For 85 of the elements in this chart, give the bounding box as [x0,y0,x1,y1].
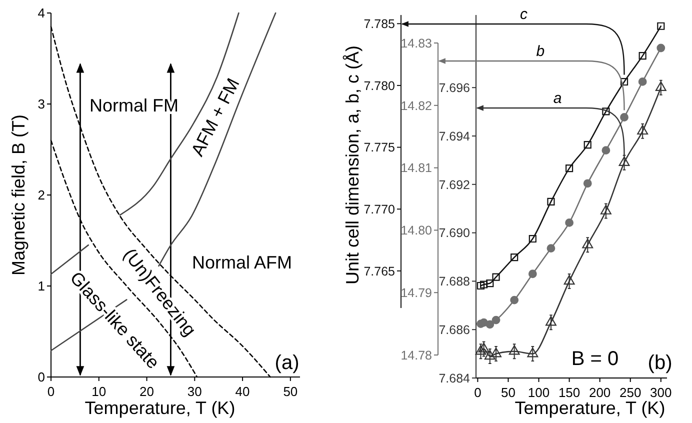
x-tick-label: 0 [474,385,482,400]
y-tick-label: 7.688 [438,274,470,289]
y3-axis-title: Unit cell dimension, a, b, c (Å) [342,45,362,285]
x-tick-label: 10 [92,384,106,399]
annotation: c [520,6,528,23]
point [492,316,500,324]
x-tick-label: 20 [140,384,154,399]
point [486,279,494,288]
x-axis-title: Temperature, T (K) [514,398,666,418]
point [657,22,665,30]
y2-tick-label: 14.80 [400,224,432,238]
x-tick-label: 200 [588,385,611,400]
point [583,179,592,188]
x-tick-label: 300 [650,385,672,400]
annotation: AFM + FM [187,74,244,160]
y2-tick-label: 14.81 [400,161,432,176]
y3-tick-label: 7.765 [364,264,396,278]
point [620,113,628,122]
point [527,348,538,358]
annotation: Normal AFM [192,252,292,272]
y-tick-label: 1 [38,278,45,294]
x-tick-label: 40 [235,384,250,399]
point [510,254,518,262]
point [546,316,556,326]
y2-tick-label: 14.79 [400,286,432,300]
point [602,108,610,116]
x-tick-label: 100 [528,385,550,400]
point [566,164,574,172]
point [490,348,502,358]
annotation: b [536,43,545,60]
y-tick-label: 7.684 [438,371,470,386]
y-tick-label: 7.686 [438,322,470,337]
point [620,78,628,86]
y2-tick-label: 14.78 [400,348,432,362]
point [528,234,536,243]
x-axis-title: Temperature, T (K) [84,398,236,418]
point [547,198,555,206]
point [637,124,648,135]
y-tick-label: 2 [38,188,45,203]
x-tick-label: 30 [187,384,202,399]
point [564,274,575,285]
y3-tick-label: 7.785 [364,17,396,32]
point [508,345,520,355]
x-tick-label: 150 [558,385,580,400]
point [546,244,556,252]
y-tick-label: 7.690 [438,226,470,240]
annotation: (b) [648,352,672,374]
point [638,52,646,60]
y-axis-title: Magnetic field, B (T) [8,114,28,276]
y3-tick-label: 7.770 [364,202,396,216]
point [478,342,490,352]
point [565,218,574,227]
point [638,77,647,86]
y-tick-label: 7.692 [438,178,470,192]
point [582,238,594,248]
x-tick-label: 250 [620,385,642,400]
point [602,146,610,155]
point [528,270,537,278]
point [484,350,496,360]
y-tick-label: 7.694 [438,129,470,144]
point [584,141,592,149]
x-tick-label: 50 [283,384,298,399]
point [618,156,630,166]
point [486,320,494,329]
point [480,280,488,288]
point [475,345,486,355]
point [600,204,612,214]
y3-tick-label: 7.775 [364,140,396,155]
y-tick-label: 7.696 [438,80,470,95]
point [655,81,666,91]
y2-tick-label: 14.82 [400,98,432,113]
x-tick-label: 50 [501,385,516,400]
y-tick-label: 4 [38,6,45,21]
y-tick-label: 0 [38,370,45,385]
point [492,273,500,281]
annotation: (a) [274,352,300,374]
point [656,44,666,52]
annotation: B = 0 [571,348,619,370]
annotation: a [553,90,562,107]
x-tick-label: 0 [47,384,55,399]
y-tick-label: 3 [38,96,45,112]
y3-tick-label: 7.780 [364,78,396,93]
y2-tick-label: 14.83 [400,36,432,50]
point [476,282,485,290]
point [510,296,519,304]
